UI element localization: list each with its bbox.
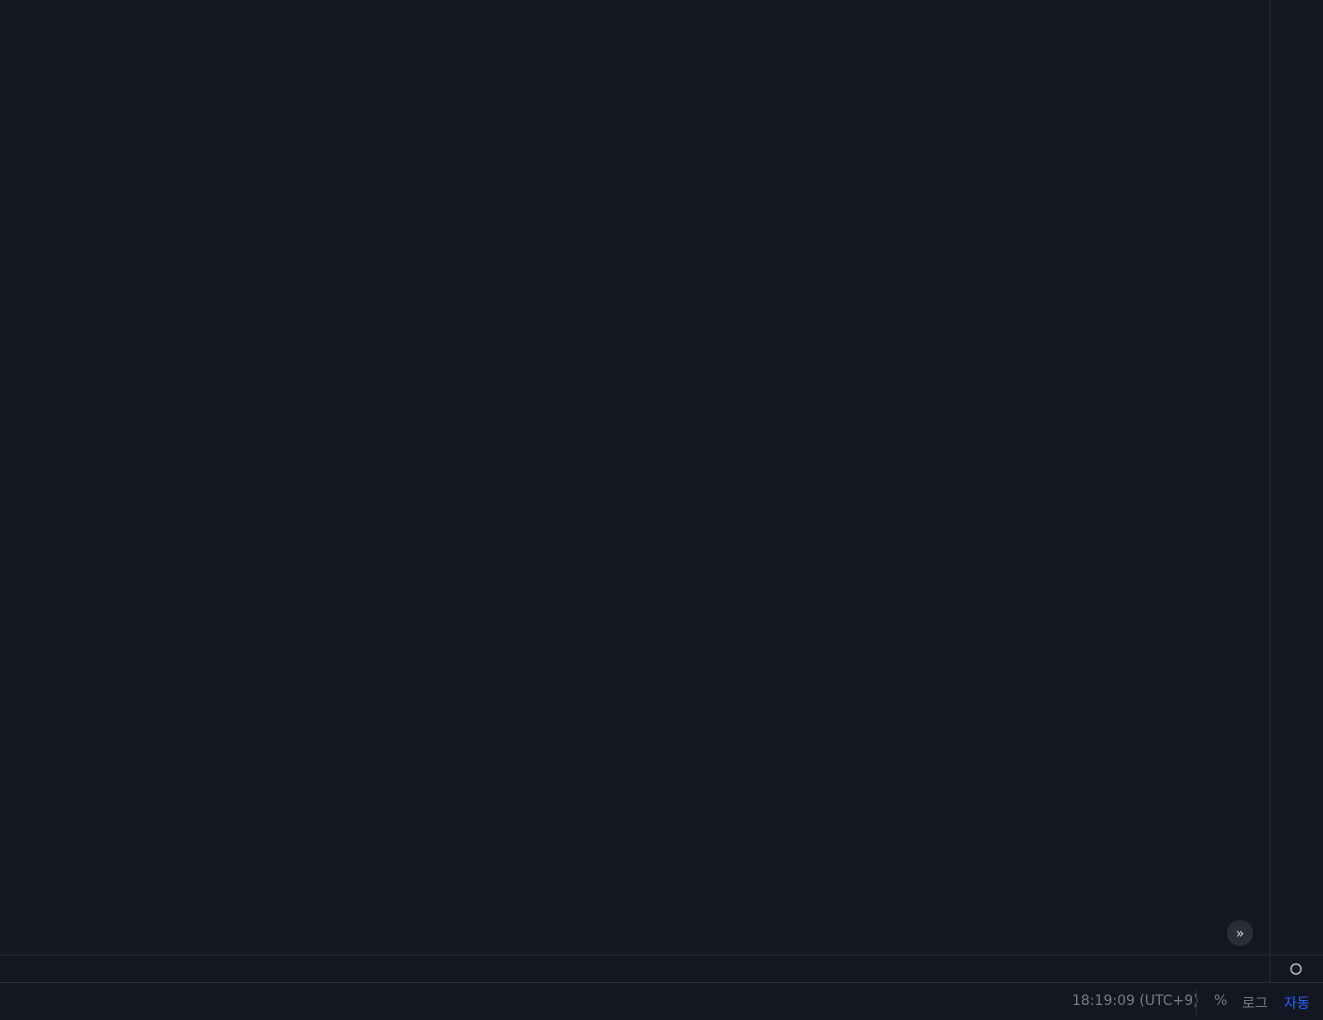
percent-toggle[interactable]: % xyxy=(1214,993,1228,1009)
scroll-icon: » xyxy=(1236,926,1245,942)
scroll-to-latest-button[interactable] xyxy=(1227,920,1253,946)
settings-button[interactable] xyxy=(1290,963,1302,975)
auto-toggle[interactable]: 자동 xyxy=(1284,996,1310,1012)
clock: 18:19:09 (UTC+9) xyxy=(1072,993,1199,1009)
log-toggle[interactable]: 로그 xyxy=(1242,996,1268,1012)
divider xyxy=(1196,989,1197,1015)
status-bar: 18:19:09 (UTC+9) % 로그 자동 xyxy=(0,982,1323,1020)
chart: » xyxy=(0,0,1323,982)
background xyxy=(0,0,1323,982)
